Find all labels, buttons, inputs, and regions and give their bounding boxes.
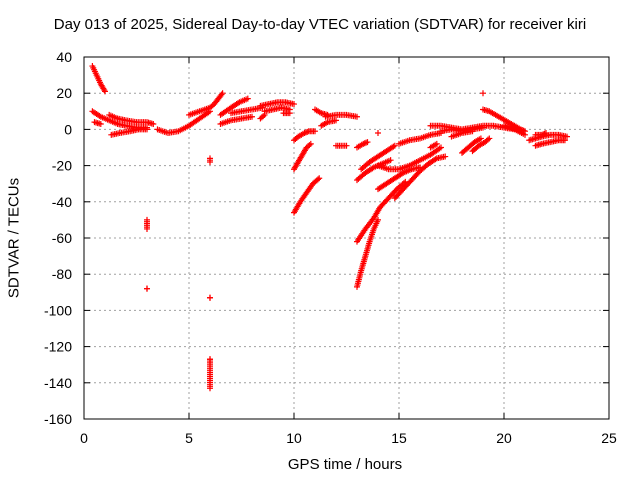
- y-tick-label: -120: [44, 339, 72, 355]
- data-point: [438, 144, 444, 151]
- data-point: [218, 91, 225, 98]
- data-point: [207, 385, 213, 392]
- data-point: [354, 113, 360, 120]
- x-tick-label: 10: [286, 430, 302, 446]
- data-point: [286, 110, 293, 117]
- data-point: [480, 124, 486, 131]
- data-point: [144, 285, 150, 292]
- y-tick-label: -40: [52, 194, 72, 210]
- data-point: [150, 120, 157, 127]
- data-point: [343, 142, 350, 149]
- data-point: [564, 133, 570, 140]
- y-tick-label: -60: [52, 230, 72, 246]
- data-point: [387, 157, 394, 164]
- data-point: [144, 126, 150, 133]
- data-point: [207, 158, 213, 165]
- data-point: [513, 126, 520, 133]
- x-tick-label: 15: [391, 430, 407, 446]
- data-point: [261, 111, 268, 118]
- data-point: [469, 128, 476, 135]
- data-point: [207, 294, 213, 301]
- data-point: [249, 113, 255, 120]
- data-point: [307, 140, 314, 147]
- data-point: [543, 130, 549, 137]
- data-point: [144, 225, 150, 232]
- data-point: [364, 139, 371, 146]
- data-point: [477, 135, 484, 142]
- x-tick-label: 5: [185, 430, 193, 446]
- data-point: [312, 128, 318, 135]
- plot-frame: [83, 56, 610, 420]
- data-point: [522, 128, 528, 135]
- data-point: [480, 90, 486, 97]
- y-tick-label: -20: [52, 158, 72, 174]
- data-point: [244, 95, 251, 102]
- data-point: [102, 88, 108, 95]
- data-point: [391, 142, 398, 149]
- data-point: [442, 153, 449, 160]
- x-tick-label: 0: [80, 430, 88, 446]
- y-tick-label: -100: [44, 302, 72, 318]
- data-point: [375, 216, 381, 223]
- data-point: [561, 137, 568, 144]
- grid: [84, 57, 609, 419]
- x-tick-label: 25: [601, 430, 617, 446]
- data-point: [540, 131, 547, 138]
- x-axis-label: GPS time / hours: [287, 456, 403, 473]
- data-point: [291, 101, 297, 108]
- y-tick-label: -80: [52, 266, 72, 282]
- data-point: [375, 130, 381, 137]
- data-point: [519, 127, 526, 134]
- data-point: [486, 135, 493, 142]
- x-tick-label: 20: [496, 430, 512, 446]
- y-tick-label: 0: [64, 121, 72, 137]
- data-point: [333, 117, 339, 124]
- data-point: [97, 120, 104, 127]
- data-series: [89, 63, 570, 392]
- y-tick-label: -140: [44, 375, 72, 391]
- data-point: [314, 176, 321, 183]
- data-point: [219, 90, 226, 97]
- axis-ticks: 0 5 10 15 20 25 40 20 0 -20 -40 -60 -80 -100 -120 -140 -…: [44, 49, 617, 446]
- data-point: [433, 140, 440, 147]
- data-point: [316, 175, 323, 182]
- y-tick-label: -160: [44, 411, 72, 427]
- chart-title: Day 013 of 2025, Sidereal Day-to-day VTE…: [53, 16, 587, 33]
- y-tick-label: 40: [56, 49, 72, 65]
- y-tick-label: 20: [56, 85, 72, 101]
